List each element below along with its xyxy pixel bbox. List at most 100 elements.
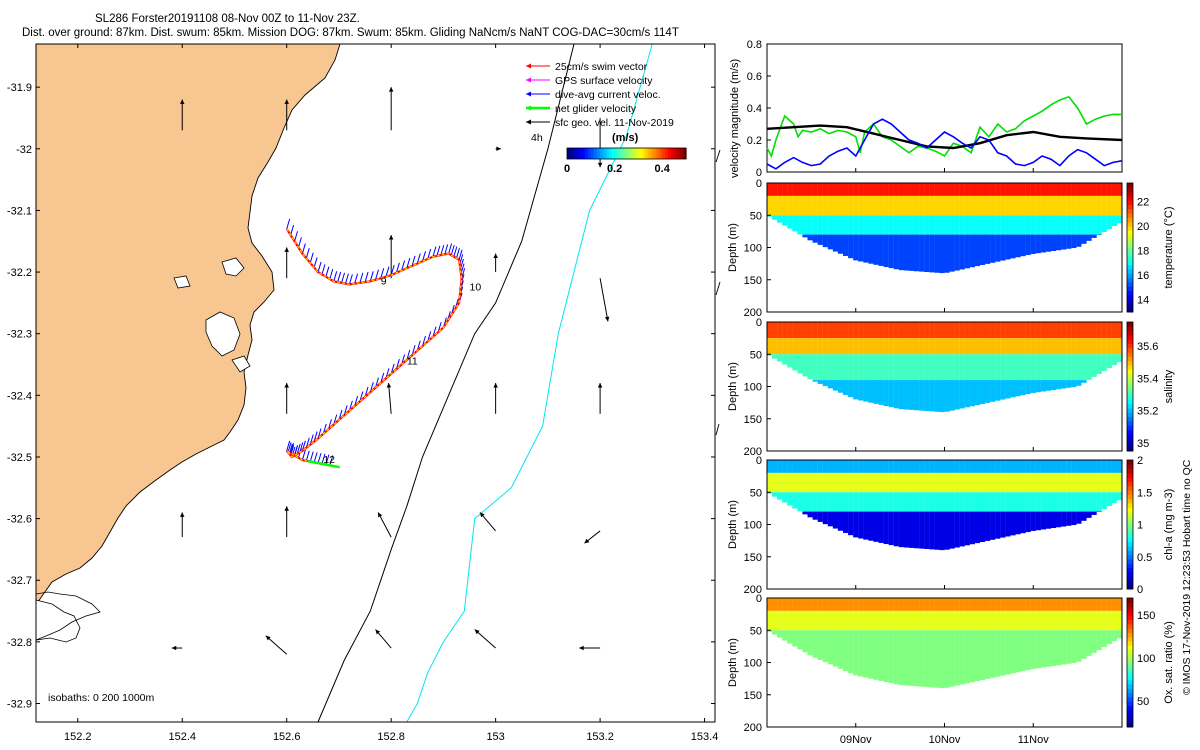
section-cell (1091, 472, 1097, 493)
section-cell (853, 472, 859, 493)
sfc-vector-head (179, 512, 185, 517)
section-cell (868, 630, 874, 679)
colorbar-cell (1127, 369, 1133, 375)
section-cell (990, 472, 996, 493)
colorbar-tick-label: 100 (1137, 653, 1155, 665)
section-cell (964, 598, 970, 611)
section-cell (974, 380, 981, 406)
colorbar-cell (1127, 688, 1133, 694)
colorbar-cell (644, 148, 648, 159)
section-cell (1005, 472, 1011, 493)
section-cell (777, 630, 783, 638)
section-cell (1096, 338, 1102, 355)
section-cell (883, 460, 889, 473)
section-cell (873, 610, 879, 631)
section-cell (1111, 610, 1117, 631)
section-cell (1086, 215, 1092, 235)
section-cell (979, 354, 986, 381)
section-cell (995, 234, 1001, 262)
section-cell (1106, 183, 1112, 196)
section-cell (832, 338, 839, 355)
colorbar-cell (1127, 632, 1133, 638)
section-cell (1000, 598, 1006, 611)
section-cell (807, 598, 813, 611)
dac-vector (406, 258, 411, 269)
colorbar-cell (1127, 412, 1133, 418)
y-tick-label: 150 (744, 414, 762, 426)
section-cell (964, 492, 970, 512)
dac-vector (290, 442, 295, 454)
dac-vector (448, 243, 453, 254)
section-cell (929, 472, 935, 493)
dac-vector (309, 252, 314, 263)
section-cell (898, 492, 904, 512)
section-cell (863, 380, 869, 402)
dac-vector (301, 243, 306, 254)
isobath-label: isobaths: 0 200 1000m (48, 692, 154, 704)
time-tick-label: 11Nov (1018, 734, 1049, 746)
section-cell (1096, 630, 1102, 650)
section-cell (777, 354, 783, 362)
colorbar-cell (1127, 481, 1133, 487)
section-cell (969, 354, 975, 381)
section-cell (929, 234, 935, 273)
section-cell (782, 472, 788, 493)
section-cell (1081, 322, 1087, 339)
section-cell (974, 598, 981, 611)
section-cell (1056, 322, 1062, 339)
dac-vector (458, 249, 463, 260)
section-cell (1086, 354, 1092, 380)
section-cell (1066, 338, 1072, 355)
colorbar-cell (1127, 477, 1133, 482)
section-cell (1035, 472, 1041, 493)
section-cell (1071, 472, 1077, 493)
section-cell (995, 215, 1001, 235)
section-cell (979, 610, 986, 631)
section-cell (914, 630, 920, 687)
section-cell (1035, 322, 1041, 339)
section-cell (929, 380, 935, 412)
section-cell (802, 234, 808, 238)
section-cell (939, 460, 945, 473)
section-cell (853, 215, 859, 235)
section-cell (787, 598, 793, 611)
section-cell (1091, 338, 1097, 355)
section-cell (883, 215, 889, 235)
dac-vector (440, 244, 445, 256)
section-cell (1116, 472, 1123, 493)
section-cell (908, 492, 915, 512)
sfc-vector (375, 629, 392, 649)
section-cell (954, 183, 960, 196)
section-cell (1020, 195, 1026, 216)
colorbar-cell (629, 148, 634, 159)
isobaths (317, 43, 653, 723)
section-cell (1050, 630, 1057, 667)
day-label: 10 (470, 282, 482, 294)
y-tick-label: -32.3 (7, 329, 32, 341)
colorbar-cell (1127, 645, 1133, 651)
section-cell (949, 338, 955, 355)
section-cell (848, 630, 854, 674)
section-cell (959, 354, 965, 381)
section-cell (985, 630, 991, 679)
section-cell (827, 598, 833, 611)
section-cell (792, 472, 798, 493)
section-cell (807, 460, 813, 473)
section-cell (1111, 460, 1117, 473)
section-cell (832, 511, 839, 529)
section-cell (939, 195, 945, 216)
sfc-vector (284, 99, 289, 131)
section-cell (949, 460, 955, 473)
section-cell (914, 322, 920, 339)
dac-vector (385, 266, 390, 277)
colorbar-cell (1127, 537, 1133, 543)
section-cell (827, 380, 833, 389)
section-cell (1081, 183, 1087, 196)
section-cell (868, 492, 874, 512)
section-cell (1056, 630, 1062, 666)
section-cell (1000, 354, 1006, 381)
section-cell (974, 492, 981, 512)
section-cell (979, 472, 986, 493)
section-cell (873, 511, 879, 542)
x-tick-label: 153.4 (691, 731, 719, 743)
